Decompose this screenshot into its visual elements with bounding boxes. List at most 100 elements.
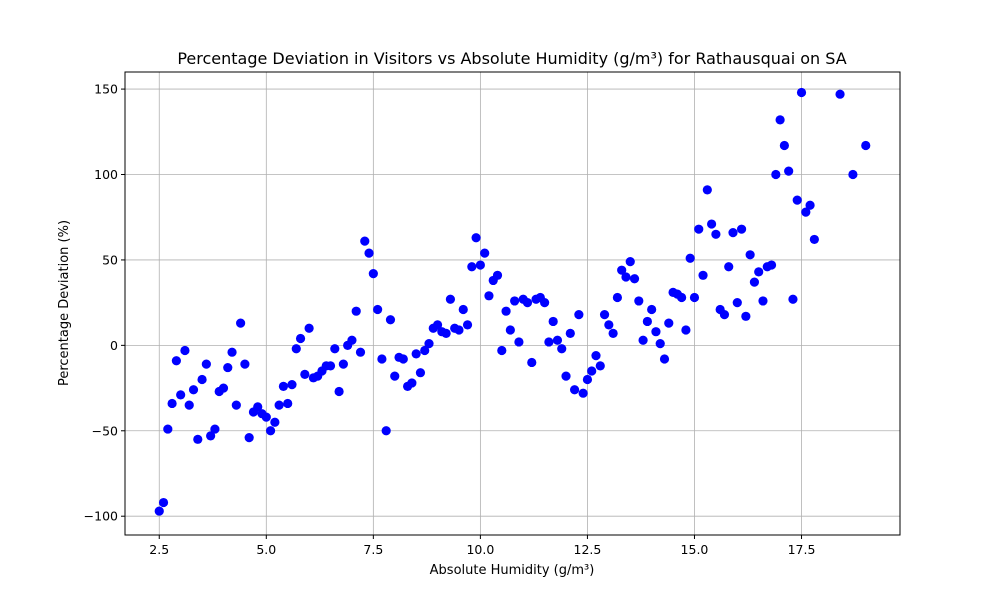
data-point — [420, 345, 430, 356]
x-tick-label: 12.5 — [574, 542, 602, 557]
data-point — [475, 260, 485, 270]
data-point — [655, 339, 665, 349]
data-point — [253, 402, 263, 412]
data-point — [766, 260, 777, 270]
data-point — [861, 140, 871, 151]
data-point — [377, 354, 387, 364]
x-axis-label: Absolute Humidity (g/m³) — [430, 563, 595, 578]
data-point — [565, 328, 575, 338]
data-point — [325, 361, 336, 371]
y-tick-label: 50 — [102, 252, 118, 267]
data-point — [694, 224, 704, 234]
data-point — [621, 272, 631, 282]
data-point — [732, 298, 742, 308]
data-point — [582, 374, 593, 385]
data-point — [231, 400, 241, 410]
y-axis-label: Percentage Deviation (%) — [57, 220, 72, 386]
data-point — [736, 224, 747, 234]
data-point — [193, 434, 203, 444]
x-tick-label: 5.0 — [256, 542, 276, 557]
data-point — [415, 368, 426, 378]
data-point — [801, 207, 811, 217]
x-tick-label: 10.0 — [466, 542, 494, 557]
data-point — [561, 371, 571, 381]
y-tick-label: 100 — [94, 167, 118, 182]
data-point — [651, 327, 661, 337]
data-point — [599, 310, 610, 320]
grid-lines — [125, 72, 900, 535]
data-point — [805, 200, 815, 210]
data-point — [835, 89, 845, 99]
data-points — [154, 87, 871, 516]
data-point — [492, 270, 503, 280]
data-point — [278, 381, 289, 391]
data-point — [642, 316, 652, 327]
data-point — [236, 318, 246, 328]
data-point — [540, 298, 550, 308]
data-point — [625, 257, 635, 267]
data-point — [364, 248, 374, 258]
data-point — [411, 349, 421, 359]
data-point — [188, 385, 199, 395]
data-point — [398, 354, 408, 364]
data-point — [659, 354, 670, 364]
data-point — [184, 400, 194, 410]
data-point — [351, 306, 361, 316]
data-point — [749, 277, 760, 287]
data-point — [287, 380, 297, 390]
data-point — [569, 385, 580, 395]
data-point — [295, 333, 306, 344]
data-point — [638, 335, 648, 345]
data-point — [848, 169, 858, 180]
data-point — [612, 292, 623, 303]
data-point — [719, 310, 730, 320]
data-point — [484, 291, 494, 301]
data-point — [347, 335, 357, 345]
data-point — [390, 371, 400, 381]
data-point — [552, 335, 563, 345]
data-point — [210, 424, 220, 434]
data-point — [724, 262, 734, 272]
data-point — [334, 386, 344, 397]
data-point — [634, 296, 644, 306]
data-point — [300, 369, 310, 380]
data-point — [497, 345, 507, 356]
data-point — [604, 320, 614, 330]
data-point — [792, 195, 802, 205]
x-tick-label: 7.5 — [363, 542, 383, 557]
data-point — [548, 316, 558, 327]
data-point — [261, 412, 271, 422]
data-point — [240, 359, 250, 369]
data-point — [677, 292, 687, 303]
data-point — [629, 274, 640, 284]
data-point — [514, 337, 524, 347]
data-point — [274, 400, 284, 410]
data-point — [505, 325, 515, 335]
data-point — [445, 294, 456, 304]
y-tick-label: −100 — [84, 509, 118, 524]
data-point — [338, 359, 348, 369]
data-point — [501, 306, 511, 316]
x-tick-label: 2.5 — [149, 542, 169, 557]
data-point — [544, 337, 554, 347]
data-point — [741, 311, 751, 321]
data-point — [381, 426, 391, 436]
data-point — [458, 304, 468, 315]
data-point — [265, 426, 276, 436]
data-point — [728, 227, 738, 238]
data-point — [424, 339, 434, 349]
data-point — [206, 431, 216, 441]
data-point — [578, 388, 588, 398]
data-point — [454, 325, 464, 335]
data-point — [223, 362, 233, 373]
chart-title: Percentage Deviation in Visitors vs Abso… — [177, 49, 846, 68]
data-point — [698, 270, 708, 280]
data-point — [574, 310, 584, 320]
data-point — [471, 233, 481, 243]
data-point — [227, 347, 237, 357]
data-point — [171, 356, 181, 366]
data-point — [784, 166, 794, 176]
y-tick-label: 0 — [110, 338, 118, 353]
data-point — [664, 318, 674, 328]
data-point — [407, 378, 417, 388]
